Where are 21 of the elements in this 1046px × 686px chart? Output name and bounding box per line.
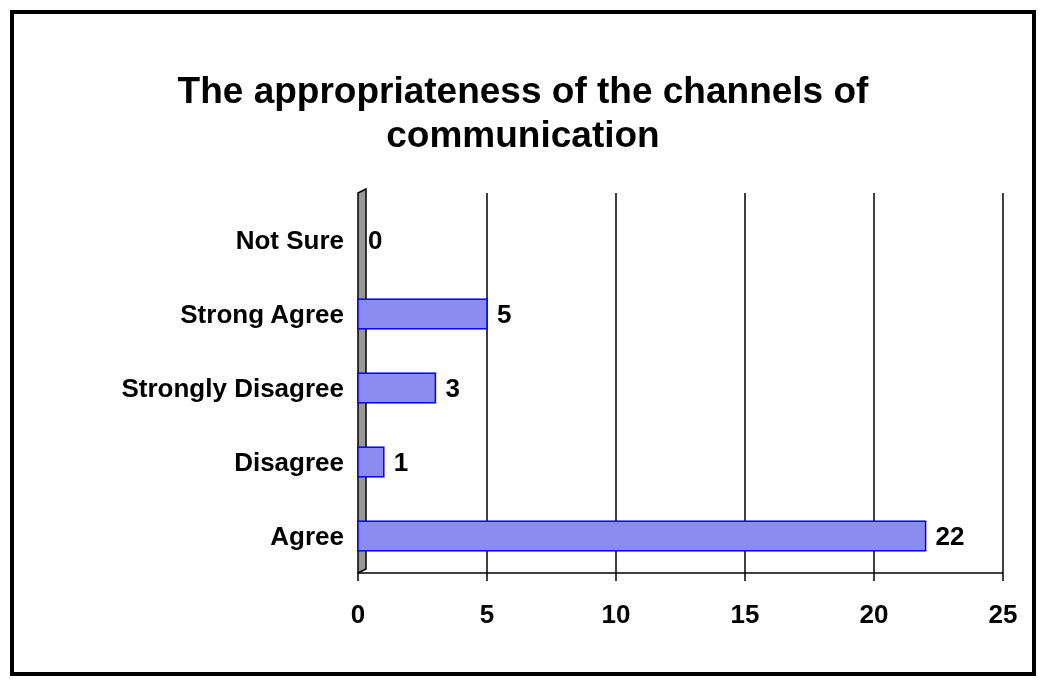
data-label: 3 (445, 373, 460, 403)
chart-title: The appropriateness of the channels of communication (177, 70, 870, 155)
y-tick-label: Agree (270, 521, 344, 551)
data-label: 5 (497, 299, 512, 329)
y-tick-label: Disagree (234, 447, 344, 477)
x-tick-label: 20 (859, 599, 889, 629)
x-tick-label: 10 (601, 599, 631, 629)
x-tick-label: 25 (988, 599, 1018, 629)
x-tick-label: 15 (730, 599, 760, 629)
x-tick-label: 0 (350, 599, 366, 629)
y-tick-label: Not Sure (235, 225, 344, 255)
y-tick-label: Strongly Disagree (121, 373, 344, 403)
bar (357, 372, 437, 404)
x-tick-label: 5 (479, 599, 495, 629)
bar (357, 520, 927, 552)
data-label: 22 (935, 521, 965, 551)
bar (357, 298, 488, 330)
y-tick-label: Strong Agree (180, 299, 344, 329)
data-label: 1 (393, 447, 409, 477)
bar (357, 446, 385, 478)
data-label: 0 (368, 225, 383, 255)
